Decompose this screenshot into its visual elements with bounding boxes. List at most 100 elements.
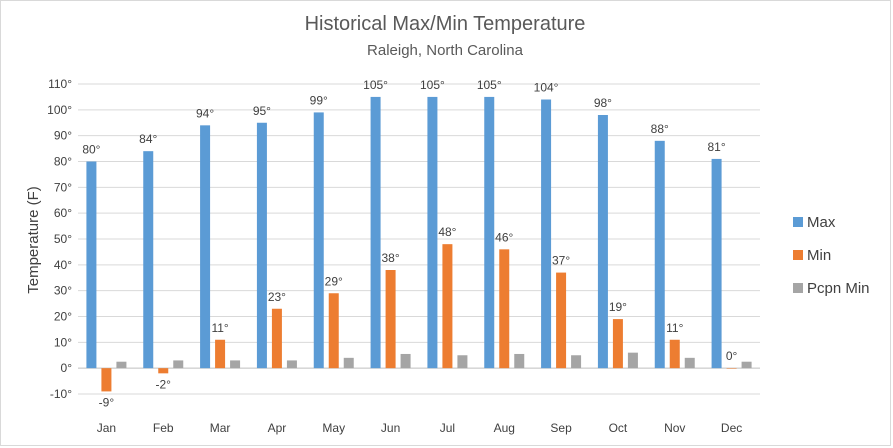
- bar-pcpn-min-apr: [286, 360, 297, 369]
- legend-swatch: [793, 250, 803, 260]
- bar-max-apr: [256, 122, 267, 369]
- data-label-min: 46°: [495, 230, 513, 244]
- data-label-max: 104°: [534, 81, 559, 95]
- bar-min-apr: [271, 308, 282, 369]
- y-tick-label: 60°: [54, 206, 72, 220]
- bar-min-jan: [101, 368, 112, 392]
- y-tick-label: 110°: [48, 77, 72, 91]
- bar-max-jun: [370, 96, 381, 369]
- data-label-max: 94°: [196, 106, 214, 120]
- data-label-min: 38°: [382, 251, 400, 265]
- bar-min-feb: [158, 368, 169, 374]
- data-label-layer: 80° -9° 84° -2° 94° 11° 95° 23° 99° 29° 105° 38° 105…: [82, 78, 738, 409]
- bar-max-feb: [143, 151, 154, 369]
- data-label-max: 80°: [82, 143, 100, 157]
- bar-min-jun: [385, 270, 396, 369]
- chart-subtitle: Raleigh, North Carolina: [367, 42, 524, 59]
- x-tick-label: Feb: [153, 421, 174, 435]
- bar-min-mar: [215, 339, 226, 369]
- legend-entry: Max: [807, 214, 836, 231]
- y-axis-label: Temperature (F): [25, 186, 42, 294]
- data-label-min: -9°: [99, 395, 115, 409]
- y-tick-label: 40°: [54, 258, 72, 272]
- x-tick-label: Apr: [268, 421, 287, 435]
- bar-max-aug: [484, 96, 495, 369]
- bar-max-mar: [200, 125, 211, 369]
- legend-entry: Pcpn Min: [807, 280, 870, 297]
- y-tick-label: 30°: [54, 284, 72, 298]
- x-tick-label: Jun: [381, 421, 400, 435]
- data-label-max: 105°: [363, 78, 388, 92]
- x-tick-label: Nov: [664, 421, 685, 435]
- data-label-min: -2°: [156, 377, 172, 391]
- data-label-max: 99°: [310, 93, 328, 107]
- bar-max-nov: [654, 140, 665, 369]
- y-tick-label: 10°: [54, 335, 72, 349]
- bar-pcpn-min-oct: [627, 352, 638, 369]
- bar-pcpn-min-sep: [571, 355, 582, 369]
- data-label-min: 29°: [325, 274, 343, 288]
- bar-pcpn-min-feb: [173, 360, 184, 369]
- bar-pcpn-min-aug: [514, 353, 525, 369]
- bar-min-dec: [726, 368, 737, 369]
- bar-pcpn-min-jan: [116, 361, 127, 369]
- bar-max-may: [313, 112, 324, 369]
- legend-swatch: [793, 283, 803, 293]
- data-label-max: 105°: [477, 78, 502, 92]
- x-tick-label: Jul: [440, 421, 455, 435]
- bar-pcpn-min-nov: [684, 357, 695, 369]
- bar-pcpn-min-jun: [400, 353, 411, 369]
- data-label-max: 84°: [139, 132, 157, 146]
- data-label-min: 11°: [211, 321, 228, 335]
- bar-max-dec: [711, 158, 722, 369]
- bar-min-may: [328, 293, 339, 369]
- x-tick-label: Mar: [210, 421, 231, 435]
- data-label-max: 98°: [594, 96, 612, 110]
- y-tick-label: 50°: [54, 232, 72, 246]
- x-tick-label: Dec: [721, 421, 742, 435]
- y-tick-label: 100°: [47, 103, 72, 117]
- legend: Max Min Pcpn Min: [793, 214, 870, 297]
- x-tick-layer: Jan Feb Mar Apr May Jun Jul Aug Sep Oct Nov Dec: [97, 421, 743, 435]
- y-tick-label: 0°: [61, 361, 73, 375]
- bar-max-jul: [427, 96, 438, 369]
- grid-layer: [78, 83, 760, 395]
- chart-title: Historical Max/Min Temperature: [305, 13, 586, 35]
- bar-min-jul: [442, 244, 453, 369]
- y-tick-label: 80°: [54, 155, 72, 169]
- x-tick-label: Jan: [97, 421, 116, 435]
- bar-pcpn-min-dec: [741, 361, 752, 369]
- bar-min-aug: [499, 249, 510, 369]
- x-tick-label: Oct: [609, 421, 628, 435]
- data-label-min: 23°: [268, 290, 286, 304]
- data-label-max: 88°: [651, 122, 669, 136]
- data-label-max: 95°: [253, 104, 271, 118]
- y-tick-label: 90°: [54, 129, 72, 143]
- data-label-max: 105°: [420, 78, 445, 92]
- legend-entry: Min: [807, 247, 831, 264]
- data-label-min: 11°: [666, 321, 683, 335]
- y-tick-label: 70°: [54, 180, 72, 194]
- data-label-min: 48°: [438, 225, 456, 239]
- bar-pcpn-min-jul: [457, 355, 468, 369]
- bar-pcpn-min-mar: [230, 360, 241, 369]
- x-tick-label: May: [322, 421, 345, 435]
- bar-pcpn-min-may: [343, 357, 354, 369]
- legend-swatch: [793, 217, 803, 227]
- bar-layer: [86, 96, 752, 392]
- bar-min-sep: [556, 272, 567, 369]
- x-tick-label: Aug: [494, 421, 515, 435]
- data-label-min: 19°: [609, 300, 627, 314]
- bar-max-oct: [597, 115, 608, 369]
- bar-max-jan: [86, 161, 97, 369]
- y-tick-layer: -10° 0° 10° 20° 30° 40° 50° 60° 70° 80° 90° 100° 110…: [47, 77, 72, 401]
- y-tick-label: 20°: [54, 310, 72, 324]
- data-label-max: 81°: [708, 140, 726, 154]
- x-tick-label: Sep: [550, 421, 572, 435]
- y-tick-label: -10°: [50, 387, 72, 401]
- data-label-min: 0°: [726, 349, 738, 363]
- bar-min-nov: [669, 339, 680, 369]
- bar-max-sep: [541, 99, 552, 369]
